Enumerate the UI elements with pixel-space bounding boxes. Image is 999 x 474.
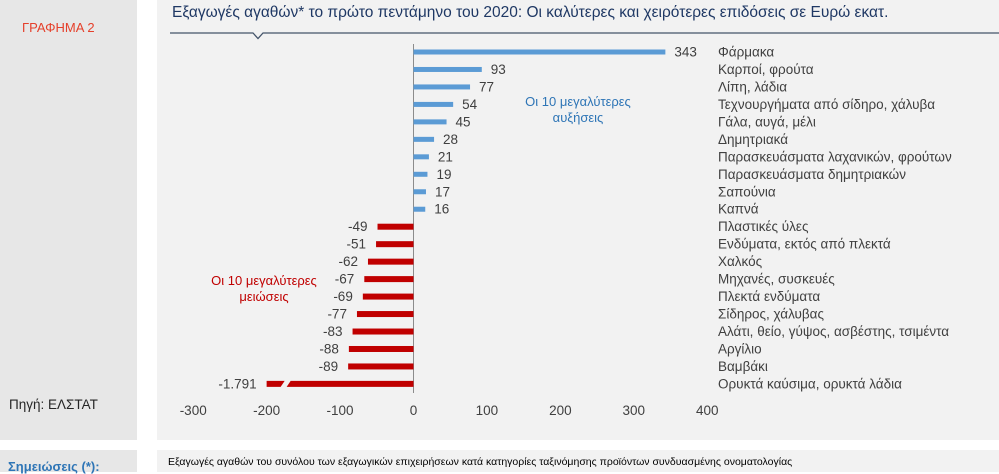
x-tick-label-1: -300 xyxy=(180,403,207,418)
value-label-10: 16 xyxy=(434,202,449,217)
increases-annotation-line-2: αυξήσεις xyxy=(553,110,604,125)
x-tick-label-3: -100 xyxy=(327,403,354,418)
category-label-5: Γάλα, αυγά, μέλι xyxy=(718,114,816,129)
bar-chart: 343 Φάρμακα 93 Καρποί, φρούτα 77 Λίπη, λάδια 5… xyxy=(170,32,999,419)
category-label-13: Χαλκός xyxy=(718,254,763,269)
category-label-6: Δημητριακά xyxy=(718,132,788,147)
increase-bar-6 xyxy=(413,136,435,142)
decrease-bar-2 xyxy=(376,241,414,248)
plot-area: 343 Φάρμακα 93 Καρποί, φρούτα 77 Λίπη, λάδια 5… xyxy=(180,45,952,419)
value-label-3: 77 xyxy=(479,79,494,94)
category-label-10: Καπνά xyxy=(718,202,759,217)
value-label-14: -67 xyxy=(335,272,355,287)
category-label-17: Αλάτι, θείο, γύψος, ασβέστης, τσιμέντα xyxy=(718,324,949,339)
decrease-bar-9 xyxy=(348,363,414,370)
category-label-1: Φάρμακα xyxy=(718,45,774,60)
category-label-12: Ενδύματα, εκτός από πλεκτά xyxy=(718,237,891,252)
increase-bar-9 xyxy=(413,189,426,195)
decreases-annotation-line-2: μειώσεις xyxy=(239,289,288,304)
category-label-4: Τεχνουργήματα από σίδηρο, χάλυβα xyxy=(718,97,935,112)
category-label-9: Σαπούνια xyxy=(718,184,776,199)
figure-sidebar xyxy=(0,0,137,440)
notes-sidebar xyxy=(0,450,137,472)
x-tick-label-5: 100 xyxy=(476,403,499,418)
increase-bar-7 xyxy=(413,154,429,160)
increase-bar-3 xyxy=(413,84,471,90)
category-label-3: Λίπη, λάδια xyxy=(718,79,787,94)
decrease-bar-6 xyxy=(356,311,414,318)
value-label-19: -89 xyxy=(319,359,339,374)
category-label-20: Ορυκτά καύσιμα, ορυκτά λάδια xyxy=(718,376,902,391)
x-tick-label-8: 400 xyxy=(696,403,719,418)
title-underline xyxy=(170,32,999,40)
figure-label: ΓΡΑΦΗΜΑ 2 xyxy=(22,20,95,35)
value-label-20: -1.791 xyxy=(218,376,256,391)
chart-panel xyxy=(157,0,999,440)
decrease-bar-10 xyxy=(286,380,414,387)
category-label-15: Πλεκτά ενδύματα xyxy=(718,289,820,304)
x-tick-label-6: 200 xyxy=(549,403,572,418)
category-label-7: Παρασκευάσματα λαχανικών, φρούτων xyxy=(718,149,952,164)
category-label-11: Πλαστικές ύλες xyxy=(718,219,809,234)
notes-text: Εξαγωγές αγαθών του συνόλου των εξαγωγικ… xyxy=(168,456,793,468)
x-tick-label-4: 0 xyxy=(410,403,418,418)
value-label-18: -88 xyxy=(319,341,339,356)
increase-bar-10 xyxy=(413,206,426,212)
value-label-8: 19 xyxy=(436,167,451,182)
value-label-5: 45 xyxy=(456,114,471,129)
category-label-18: Αργίλιο xyxy=(718,341,762,356)
decrease-bar-4 xyxy=(364,276,414,283)
x-tick-label-2: -200 xyxy=(253,403,280,418)
x-tick-label-7: 300 xyxy=(623,403,646,418)
decrease-bar-8 xyxy=(348,345,414,352)
increase-bar-5 xyxy=(413,119,447,125)
category-label-16: Σίδηρος, χάλυβας xyxy=(718,307,824,322)
decrease-bar-5 xyxy=(362,293,414,300)
value-label-16: -77 xyxy=(327,307,347,322)
decrease-bar-7 xyxy=(352,328,414,335)
category-label-14: Μηχανές, συσκευές xyxy=(718,272,835,287)
increase-bar-4 xyxy=(413,101,454,107)
increase-bar-8 xyxy=(413,171,428,177)
source-label: Πηγή: ΕΛΣΤΑΤ xyxy=(9,397,98,412)
value-label-2: 93 xyxy=(491,62,506,77)
value-label-7: 21 xyxy=(438,149,453,164)
increase-bar-1 xyxy=(413,49,666,55)
category-label-2: Καρποί, φρούτα xyxy=(718,62,814,77)
category-label-19: Βαμβάκι xyxy=(718,359,768,374)
value-label-1: 343 xyxy=(674,45,697,60)
value-label-6: 28 xyxy=(443,132,458,147)
decrease-bar-1 xyxy=(377,223,414,230)
chart-title: Εξαγωγές αγαθών* το πρώτο πεντάμηνο του … xyxy=(172,4,889,21)
value-label-11: -49 xyxy=(348,219,368,234)
value-label-12: -51 xyxy=(347,237,367,252)
value-label-9: 17 xyxy=(435,184,450,199)
increase-bar-2 xyxy=(413,66,482,72)
notes-panel xyxy=(157,450,999,472)
value-label-15: -69 xyxy=(333,289,353,304)
category-label-8: Παρασκευάσματα δημητριακών xyxy=(718,167,906,182)
value-label-13: -62 xyxy=(338,254,358,269)
decrease-bar-3 xyxy=(367,258,414,265)
decrease-bar-10-break-segment xyxy=(266,380,285,387)
decreases-annotation-line-1: Οι 10 μεγαλύτερες xyxy=(211,273,317,288)
notes-label: Σημειώσεις (*): xyxy=(8,459,100,474)
value-label-4: 54 xyxy=(462,97,478,112)
value-label-17: -83 xyxy=(323,324,343,339)
increases-annotation-line-1: Οι 10 μεγαλύτερες xyxy=(525,94,631,109)
